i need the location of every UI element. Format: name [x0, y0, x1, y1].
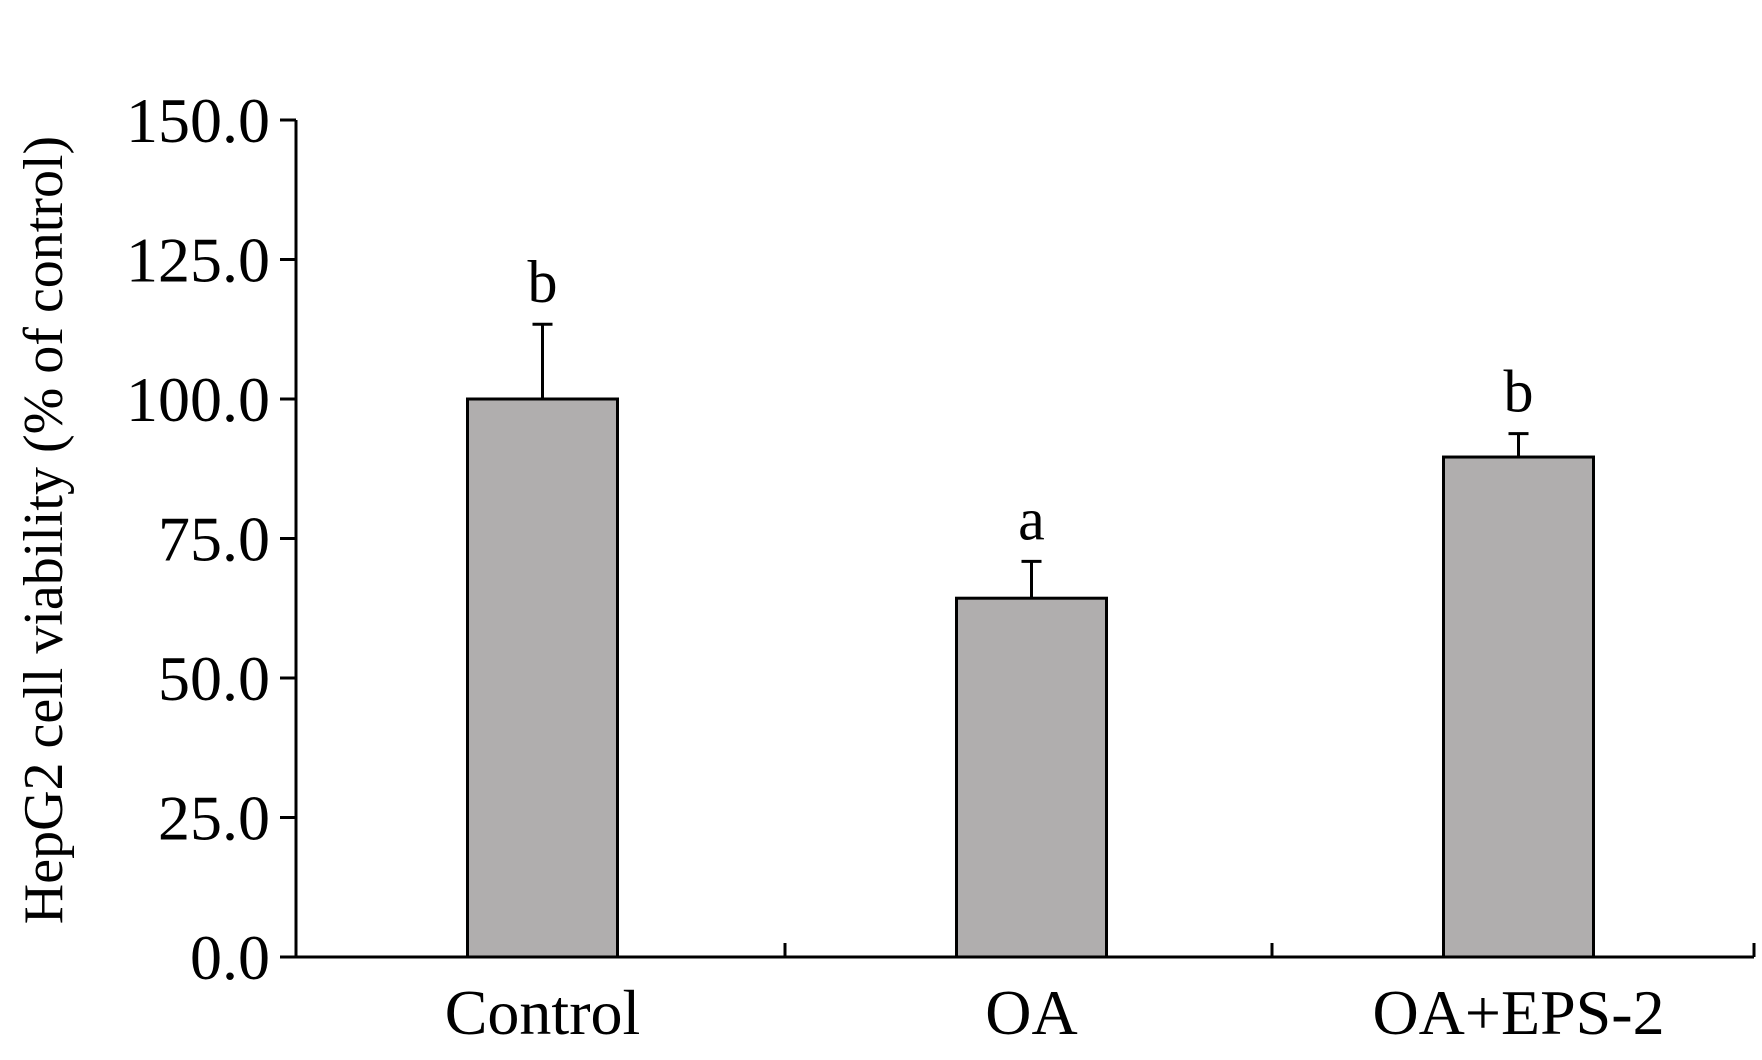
significance-label: a [1018, 486, 1045, 552]
bar [955, 596, 1108, 959]
significance-label: b [528, 249, 558, 315]
y-tick-label: 150.0 [126, 85, 270, 156]
significance-label: b [1504, 359, 1534, 425]
y-axis: 0.0 25.0 50.0 75.0 100.0 125.0 150.0 [126, 85, 298, 993]
x-tick-label: Control [445, 977, 641, 1048]
y-axis-title: HepG2 cell viability (% of control) [13, 136, 75, 924]
x-axis: Control OA OA+EPS-2 [296, 943, 1756, 1048]
bars: b a b [466, 249, 1595, 959]
x-tick-label: OA+EPS-2 [1372, 977, 1664, 1048]
y-tick-label: 50.0 [158, 643, 270, 714]
y-tick-label: 125.0 [126, 225, 270, 296]
y-tick-label: 0.0 [190, 922, 270, 993]
y-tick-label: 100.0 [126, 364, 270, 435]
bar [1442, 455, 1595, 959]
bar [466, 397, 619, 959]
x-tick-label: OA [985, 977, 1077, 1048]
y-tick-label: 75.0 [158, 504, 270, 575]
y-tick-label: 25.0 [158, 783, 270, 854]
